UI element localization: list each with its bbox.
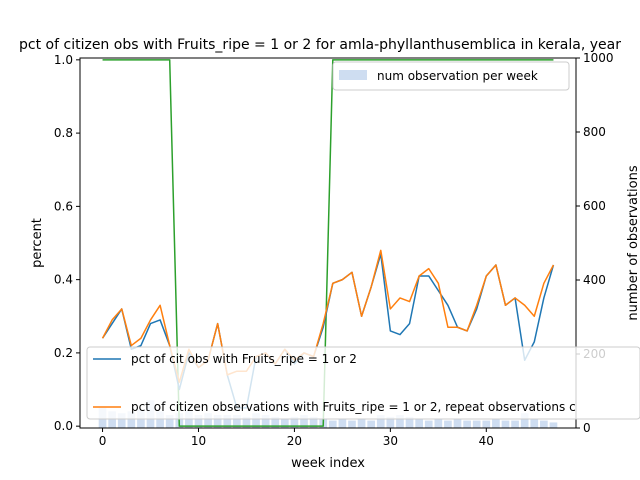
bar-week-37 [453,418,462,428]
bar-week-47 [549,422,558,428]
bar-week-42 [501,420,510,428]
legend-upper-box [332,61,570,91]
bar-week-13 [223,415,232,428]
bar-week-31 [396,415,404,428]
bar-week-20 [290,416,299,428]
bar-week-34 [424,420,433,428]
bar-week-45 [530,418,539,428]
bar-week-43 [511,420,519,428]
bar-week-28 [367,420,376,428]
y-tick-label-4: 0.8 [54,126,73,140]
x-tick-label-20: 20 [287,434,302,448]
y2-tick-label-0: 0 [583,421,591,435]
bar-week-12 [213,415,222,428]
legend-label-series-1: pct of cit obs with Fruits_ripe = 1 or 2 [131,352,357,366]
bar-week-14 [233,415,241,428]
y2-axis-label: number of observations [626,165,640,320]
bar-week-33 [415,418,423,428]
y-tick-label-1: 0.2 [54,346,73,360]
legend-upper: num observation per week [332,61,570,91]
y2-tick-label-1000: 1000 [583,51,614,65]
bar-week-44 [520,413,529,428]
legend-lower: pct of cit obs with Fruits_ripe = 1 or 2… [86,346,640,420]
y-tick-label-0: 0.0 [54,419,73,433]
x-tick-label-10: 10 [191,434,206,448]
chart-title: pct of citizen obs with Fruits_ripe = 1 … [19,37,621,53]
bar-week-17 [261,415,270,428]
bar-week-21 [300,415,308,428]
y-tick-label-2: 0.4 [54,273,73,287]
bar-week-15 [242,416,251,428]
bar-week-2 [117,413,126,428]
bar-week-35 [434,418,443,428]
y2-tick-label-600: 600 [583,199,606,213]
bar-week-16 [252,413,260,428]
bar-week-46 [540,420,548,428]
x-tick-label-40: 40 [479,434,494,448]
bar-week-39 [472,420,481,428]
x-tick-label-30: 30 [383,434,398,448]
x-axis-label: week index [291,456,365,471]
y-axis-label: percent [30,218,45,268]
bar-week-36 [444,420,452,428]
legend-label-series-2: pct of citizen observations with Fruits_… [131,400,576,414]
y-axis-ticks: 0.0 0.2 0.4 0.6 0.8 1.0 [54,53,80,433]
y-tick-label-3: 0.6 [54,199,73,213]
bar-week-1 [108,411,116,428]
legend-label-bars: num observation per week [377,69,538,83]
bar-week-32 [405,416,414,428]
x-axis-ticks: 0 10 20 30 40 [99,428,494,448]
bar-week-9 [185,411,193,428]
bar-week-30 [386,416,395,428]
bar-week-26 [348,420,356,428]
bar-week-7 [165,415,174,428]
plot-frame [79,57,577,429]
bar-week-40 [482,420,491,428]
bar-week-18 [271,416,280,428]
legend-swatch-bars [339,70,367,80]
bar-week-6 [156,411,164,428]
y-tick-label-5: 1.0 [54,53,73,67]
bar-week-41 [492,418,500,428]
bar-week-25 [338,418,347,428]
legend-lower-box [86,346,640,420]
bar-week-11 [204,413,212,428]
y2-tick-label-800: 800 [583,125,606,139]
x-tick-label-0: 0 [99,434,107,448]
bar-week-38 [463,420,471,428]
bar-week-10 [194,415,203,428]
y2-tick-label-400: 400 [583,273,606,287]
bar-week-24 [328,420,337,428]
bar-week-22 [309,416,318,428]
bar-week-27 [357,418,366,428]
bar-week-29 [376,415,385,428]
bar-week-3 [127,411,136,428]
bar-week-19 [280,418,289,428]
